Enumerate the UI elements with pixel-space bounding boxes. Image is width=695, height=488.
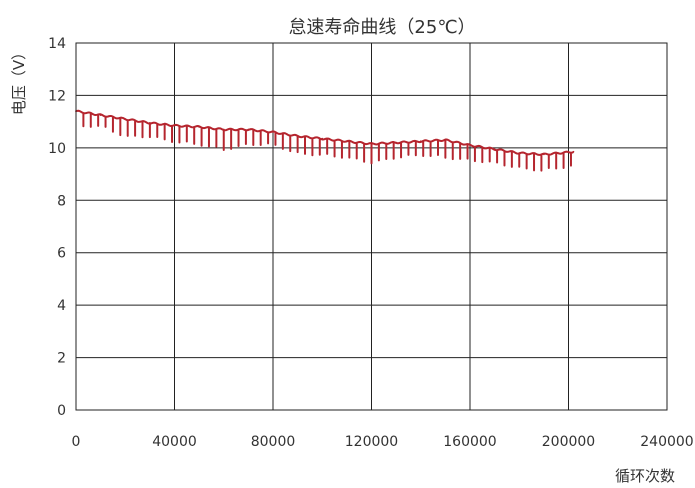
x-tick-label: 0 — [72, 434, 81, 450]
x-tick-label: 80000 — [251, 434, 296, 450]
x-tick-label: 160000 — [443, 434, 496, 450]
voltage-data-point — [493, 148, 496, 151]
voltage-data-point — [370, 143, 373, 145]
voltage-data-point — [198, 125, 201, 128]
y-tick-label: 6 — [57, 246, 66, 262]
y-tick-label: 2 — [57, 351, 66, 367]
plot-area-frame — [75, 42, 668, 411]
x-tick-label: 40000 — [152, 434, 197, 450]
x-tick-label: 240000 — [640, 434, 693, 450]
y-tick-label: 10 — [48, 141, 66, 157]
voltage-data-point — [444, 139, 447, 141]
voltage-data-point — [247, 128, 250, 131]
voltage-series-line — [75, 109, 574, 172]
voltage-data-point — [542, 153, 545, 156]
y-tick-label: 8 — [57, 193, 66, 209]
voltage-data-point — [469, 144, 471, 147]
voltage-data-point — [272, 131, 274, 134]
y-tick-label: 4 — [57, 298, 66, 314]
voltage-data-point — [296, 135, 299, 137]
voltage-data-point — [557, 152, 560, 155]
series-layer — [75, 109, 575, 172]
y-tick-label: 0 — [57, 403, 66, 419]
x-tick-label: 120000 — [345, 434, 398, 450]
voltage-data-point — [173, 124, 176, 127]
voltage-data-point — [124, 118, 127, 120]
voltage-data-point — [419, 140, 422, 143]
voltage-data-point — [222, 128, 225, 131]
voltage-data-point — [518, 152, 521, 155]
y-tick-label: 14 — [48, 36, 66, 52]
voltage-data-point — [395, 141, 398, 144]
tick-labels: 0 40000 80000 120000 160000 200000 240000 0 2 4 6 8… — [48, 36, 694, 450]
voltage-data-point — [321, 137, 324, 140]
voltage-data-point — [572, 150, 575, 153]
voltage-data-point — [345, 140, 348, 143]
y-tick-label: 12 — [48, 88, 66, 104]
x-tick-label: 200000 — [542, 434, 595, 450]
y-axis-label: 电压（V） — [10, 45, 28, 115]
voltage-data-point — [148, 122, 151, 124]
voltage-data-point — [99, 114, 102, 116]
x-axis-label: 循环次数 — [615, 467, 675, 484]
chart-title: 怠速寿命曲线（25℃） — [288, 17, 475, 38]
grid-lines — [76, 43, 667, 410]
